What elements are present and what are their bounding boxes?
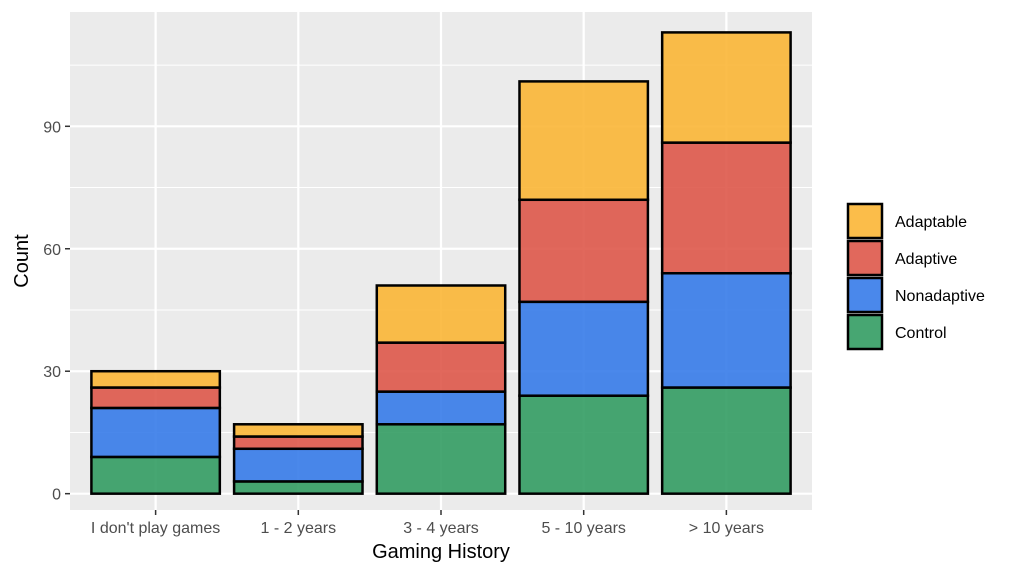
bar-segment (90, 386, 222, 410)
legend-label: Control (895, 325, 947, 342)
x-tick-label: 1 - 2 years (261, 520, 337, 537)
x-tick-label: 5 - 10 years (541, 520, 625, 537)
bar-segment (90, 406, 222, 459)
x-tick-label: 3 - 4 years (403, 520, 479, 537)
bar-segment (232, 480, 364, 495)
x-axis: I don't play games 1 - 2 years 3 - 4 years… (91, 510, 764, 537)
legend-key (846, 202, 884, 240)
legend-key (846, 313, 884, 351)
bar-segment (90, 455, 222, 495)
y-tick-label: 30 (43, 364, 61, 381)
bar-segment (232, 447, 364, 483)
bar-segment (518, 300, 650, 397)
bar-segment (90, 369, 222, 389)
x-tick-label: I don't play games (91, 520, 220, 537)
legend-label: Nonadaptive (895, 288, 985, 305)
legend-label: Adaptive (895, 251, 957, 268)
bar-segment (518, 198, 650, 304)
y-axis-title: Count (11, 234, 33, 288)
legend-label: Adaptable (895, 214, 967, 231)
bar-segment (660, 31, 792, 144)
y-tick-label: 60 (43, 242, 61, 259)
bar-segment (660, 386, 792, 495)
legend-key (846, 276, 884, 314)
legend-key (846, 239, 884, 277)
x-tick-label: > 10 years (689, 520, 764, 537)
bar-segment (232, 423, 364, 438)
bar-segment (375, 341, 507, 393)
x-axis-title: Gaming History (372, 541, 510, 563)
bar-segment (375, 284, 507, 344)
y-axis: 0 30 60 90 (43, 119, 70, 504)
bars (90, 31, 792, 495)
bar-segment (232, 435, 364, 451)
legend: Adaptable Adaptive Nonadaptive Control (846, 202, 985, 351)
bar-segment (518, 80, 650, 202)
bar-segment (660, 271, 792, 389)
y-tick-label: 90 (43, 119, 61, 136)
bar-segment (518, 394, 650, 495)
y-tick-label: 0 (52, 487, 61, 504)
bar-segment (660, 141, 792, 275)
bar-segment (375, 390, 507, 426)
bar-segment (375, 423, 507, 495)
